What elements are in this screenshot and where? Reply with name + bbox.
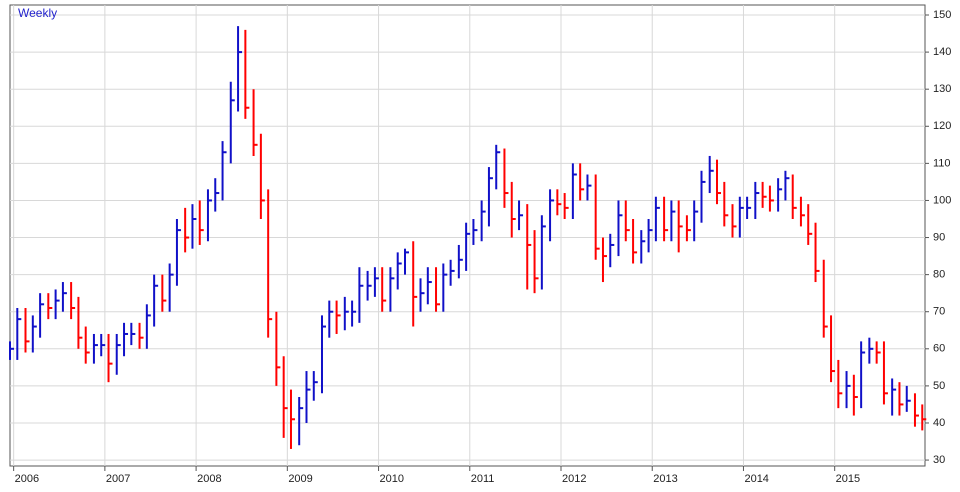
x-tick-label: 2012 [562,473,586,485]
y-tick-label: 110 [933,157,951,169]
x-tick-label: 2015 [836,473,860,485]
y-tick-label: 140 [933,46,951,58]
y-tick-label: 130 [933,83,951,95]
y-tick-label: 70 [933,306,945,318]
x-tick-label: 2011 [471,473,495,485]
y-tick-label: 120 [933,120,951,132]
x-tick-label: 2010 [380,473,404,485]
x-tick-label: 2006 [15,473,39,485]
x-tick-label: 2007 [106,473,130,485]
x-tick-label: 2008 [197,473,221,485]
y-tick-label: 60 [933,343,945,355]
x-tick-label: 2014 [744,473,768,485]
x-tick-label: 2013 [653,473,677,485]
x-tick-label: 2009 [288,473,312,485]
y-tick-label: 90 [933,231,945,243]
y-tick-label: 80 [933,269,945,281]
chart-title: Weekly [18,6,57,20]
y-tick-label: 40 [933,417,945,429]
y-tick-label: 150 [933,9,951,21]
y-tick-label: 100 [933,194,951,206]
y-tick-label: 50 [933,380,945,392]
plot-frame [9,4,926,467]
y-tick-label: 30 [933,454,945,466]
